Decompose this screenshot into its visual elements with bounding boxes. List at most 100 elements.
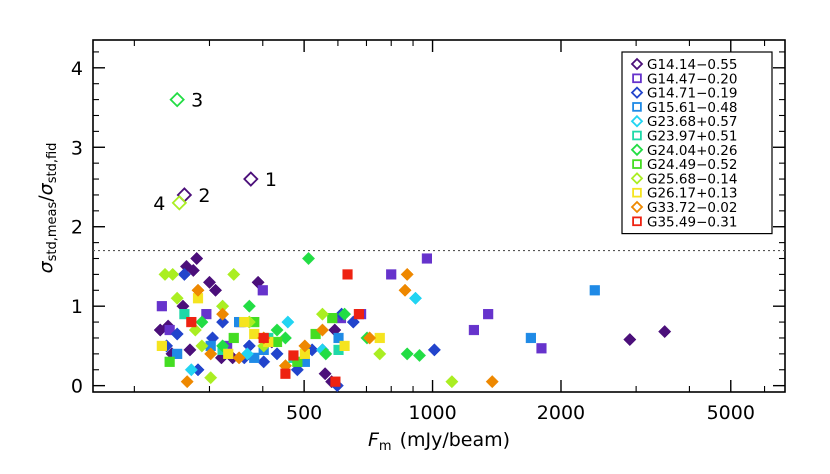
y-axis-label-den: σ bbox=[35, 182, 57, 195]
data-point bbox=[188, 323, 202, 337]
plot-frame bbox=[92, 39, 786, 393]
legend-marker bbox=[630, 57, 644, 71]
data-point bbox=[278, 331, 292, 345]
y-tick-label: 2 bbox=[71, 217, 83, 239]
data-point bbox=[398, 283, 412, 297]
data-point bbox=[172, 348, 183, 359]
data-point bbox=[204, 347, 218, 361]
data-point bbox=[156, 340, 167, 352]
y-axis-label-num: σ bbox=[35, 260, 57, 273]
data-point bbox=[525, 332, 536, 344]
data-point bbox=[315, 307, 330, 321]
x-axis-label: Fm (mJy/beam) bbox=[368, 429, 510, 454]
data-point bbox=[363, 331, 377, 345]
y-tick-label: 4 bbox=[71, 58, 83, 80]
legend-entry: G23.97+0.51 bbox=[647, 129, 737, 145]
x-tick-label: 5000 bbox=[707, 402, 755, 424]
data-point bbox=[156, 301, 167, 312]
series-group bbox=[186, 269, 364, 387]
legend-entry: G24.04+0.26 bbox=[647, 143, 737, 159]
data-point bbox=[270, 347, 284, 361]
y-tick-label: 0 bbox=[71, 376, 83, 398]
data-point bbox=[445, 375, 459, 389]
data-point bbox=[190, 251, 204, 266]
y-axis-label: σstd,meas/σstd,fid bbox=[35, 143, 60, 274]
data-point bbox=[164, 324, 175, 336]
data-point bbox=[186, 316, 197, 328]
data-point bbox=[177, 267, 191, 281]
y-tick-label: 3 bbox=[71, 137, 83, 159]
legend-marker bbox=[632, 159, 642, 169]
data-point bbox=[386, 269, 397, 280]
data-point bbox=[342, 269, 353, 280]
legend-entry: G14.47−0.20 bbox=[647, 71, 737, 87]
data-point bbox=[658, 325, 672, 339]
legend-entry: G23.68+0.57 bbox=[647, 114, 737, 130]
data-point bbox=[191, 283, 205, 297]
data-point bbox=[227, 267, 241, 281]
data-point bbox=[232, 351, 246, 365]
data-point bbox=[195, 339, 209, 353]
x-axis-label-main: F bbox=[368, 429, 380, 451]
outlier-label: 2 bbox=[198, 185, 210, 207]
legend-entry: G33.72−0.02 bbox=[647, 200, 737, 216]
y-tick-label: 1 bbox=[71, 296, 83, 318]
legend-marker bbox=[630, 114, 644, 128]
data-point bbox=[338, 307, 352, 321]
data-point bbox=[170, 327, 184, 341]
plot-area bbox=[92, 39, 786, 393]
data-point bbox=[374, 332, 385, 344]
legend-marker bbox=[632, 130, 642, 141]
outlier-label: 1 bbox=[265, 169, 277, 191]
data-point bbox=[271, 336, 283, 348]
legend-box bbox=[621, 51, 773, 235]
outlier-points: 1 2 3 4 bbox=[153, 90, 277, 215]
data-point bbox=[180, 375, 194, 389]
data-point bbox=[339, 340, 350, 352]
legend-marker bbox=[632, 216, 642, 227]
data-point bbox=[315, 323, 330, 337]
data-point bbox=[327, 313, 338, 324]
x-tick-label: 500 bbox=[286, 402, 322, 424]
x-axis-label-unit: (mJy/beam) bbox=[400, 429, 510, 451]
outlier-point bbox=[169, 91, 185, 108]
y-axis-label-num-sub: std,meas bbox=[45, 202, 60, 262]
data-point bbox=[281, 315, 295, 329]
legend: G14.14−0.55G14.47−0.20G14.71−0.19G15.61−… bbox=[621, 51, 773, 235]
y-axis-label-slash: / bbox=[35, 195, 57, 202]
data-point bbox=[301, 251, 316, 266]
legend-entry: G24.49−0.52 bbox=[647, 157, 737, 173]
legend-marker bbox=[630, 172, 644, 185]
data-point bbox=[249, 328, 260, 340]
series-group bbox=[160, 267, 441, 393]
data-point bbox=[257, 355, 271, 369]
legend-marker bbox=[632, 102, 642, 112]
data-point bbox=[288, 350, 299, 361]
data-point bbox=[166, 267, 180, 281]
data-point bbox=[258, 332, 269, 344]
legend-entry: G14.14−0.55 bbox=[647, 57, 737, 73]
data-point bbox=[170, 291, 184, 305]
data-point bbox=[400, 347, 414, 361]
data-point bbox=[468, 324, 479, 336]
data-point bbox=[319, 347, 333, 361]
legend-marker bbox=[632, 187, 642, 198]
legend-entry: G25.68−0.14 bbox=[647, 171, 737, 187]
data-point bbox=[421, 253, 433, 264]
legend-marker bbox=[630, 86, 644, 99]
outlier-label: 4 bbox=[153, 193, 165, 215]
legend-entry: G15.61−0.48 bbox=[647, 100, 737, 116]
outlier-label: 3 bbox=[191, 90, 203, 112]
legend-marker bbox=[632, 73, 642, 84]
axis-tick-labels: 0 1 2 3 4 500 1000 2000 5000 bbox=[71, 58, 755, 424]
data-point bbox=[485, 375, 499, 389]
data-point bbox=[373, 347, 387, 361]
data-point bbox=[228, 332, 239, 344]
data-points bbox=[153, 251, 672, 393]
data-point bbox=[330, 376, 341, 387]
data-point bbox=[353, 309, 364, 320]
x-tick-label: 1000 bbox=[408, 402, 456, 424]
data-point bbox=[536, 343, 547, 354]
outlier-point bbox=[176, 187, 193, 203]
